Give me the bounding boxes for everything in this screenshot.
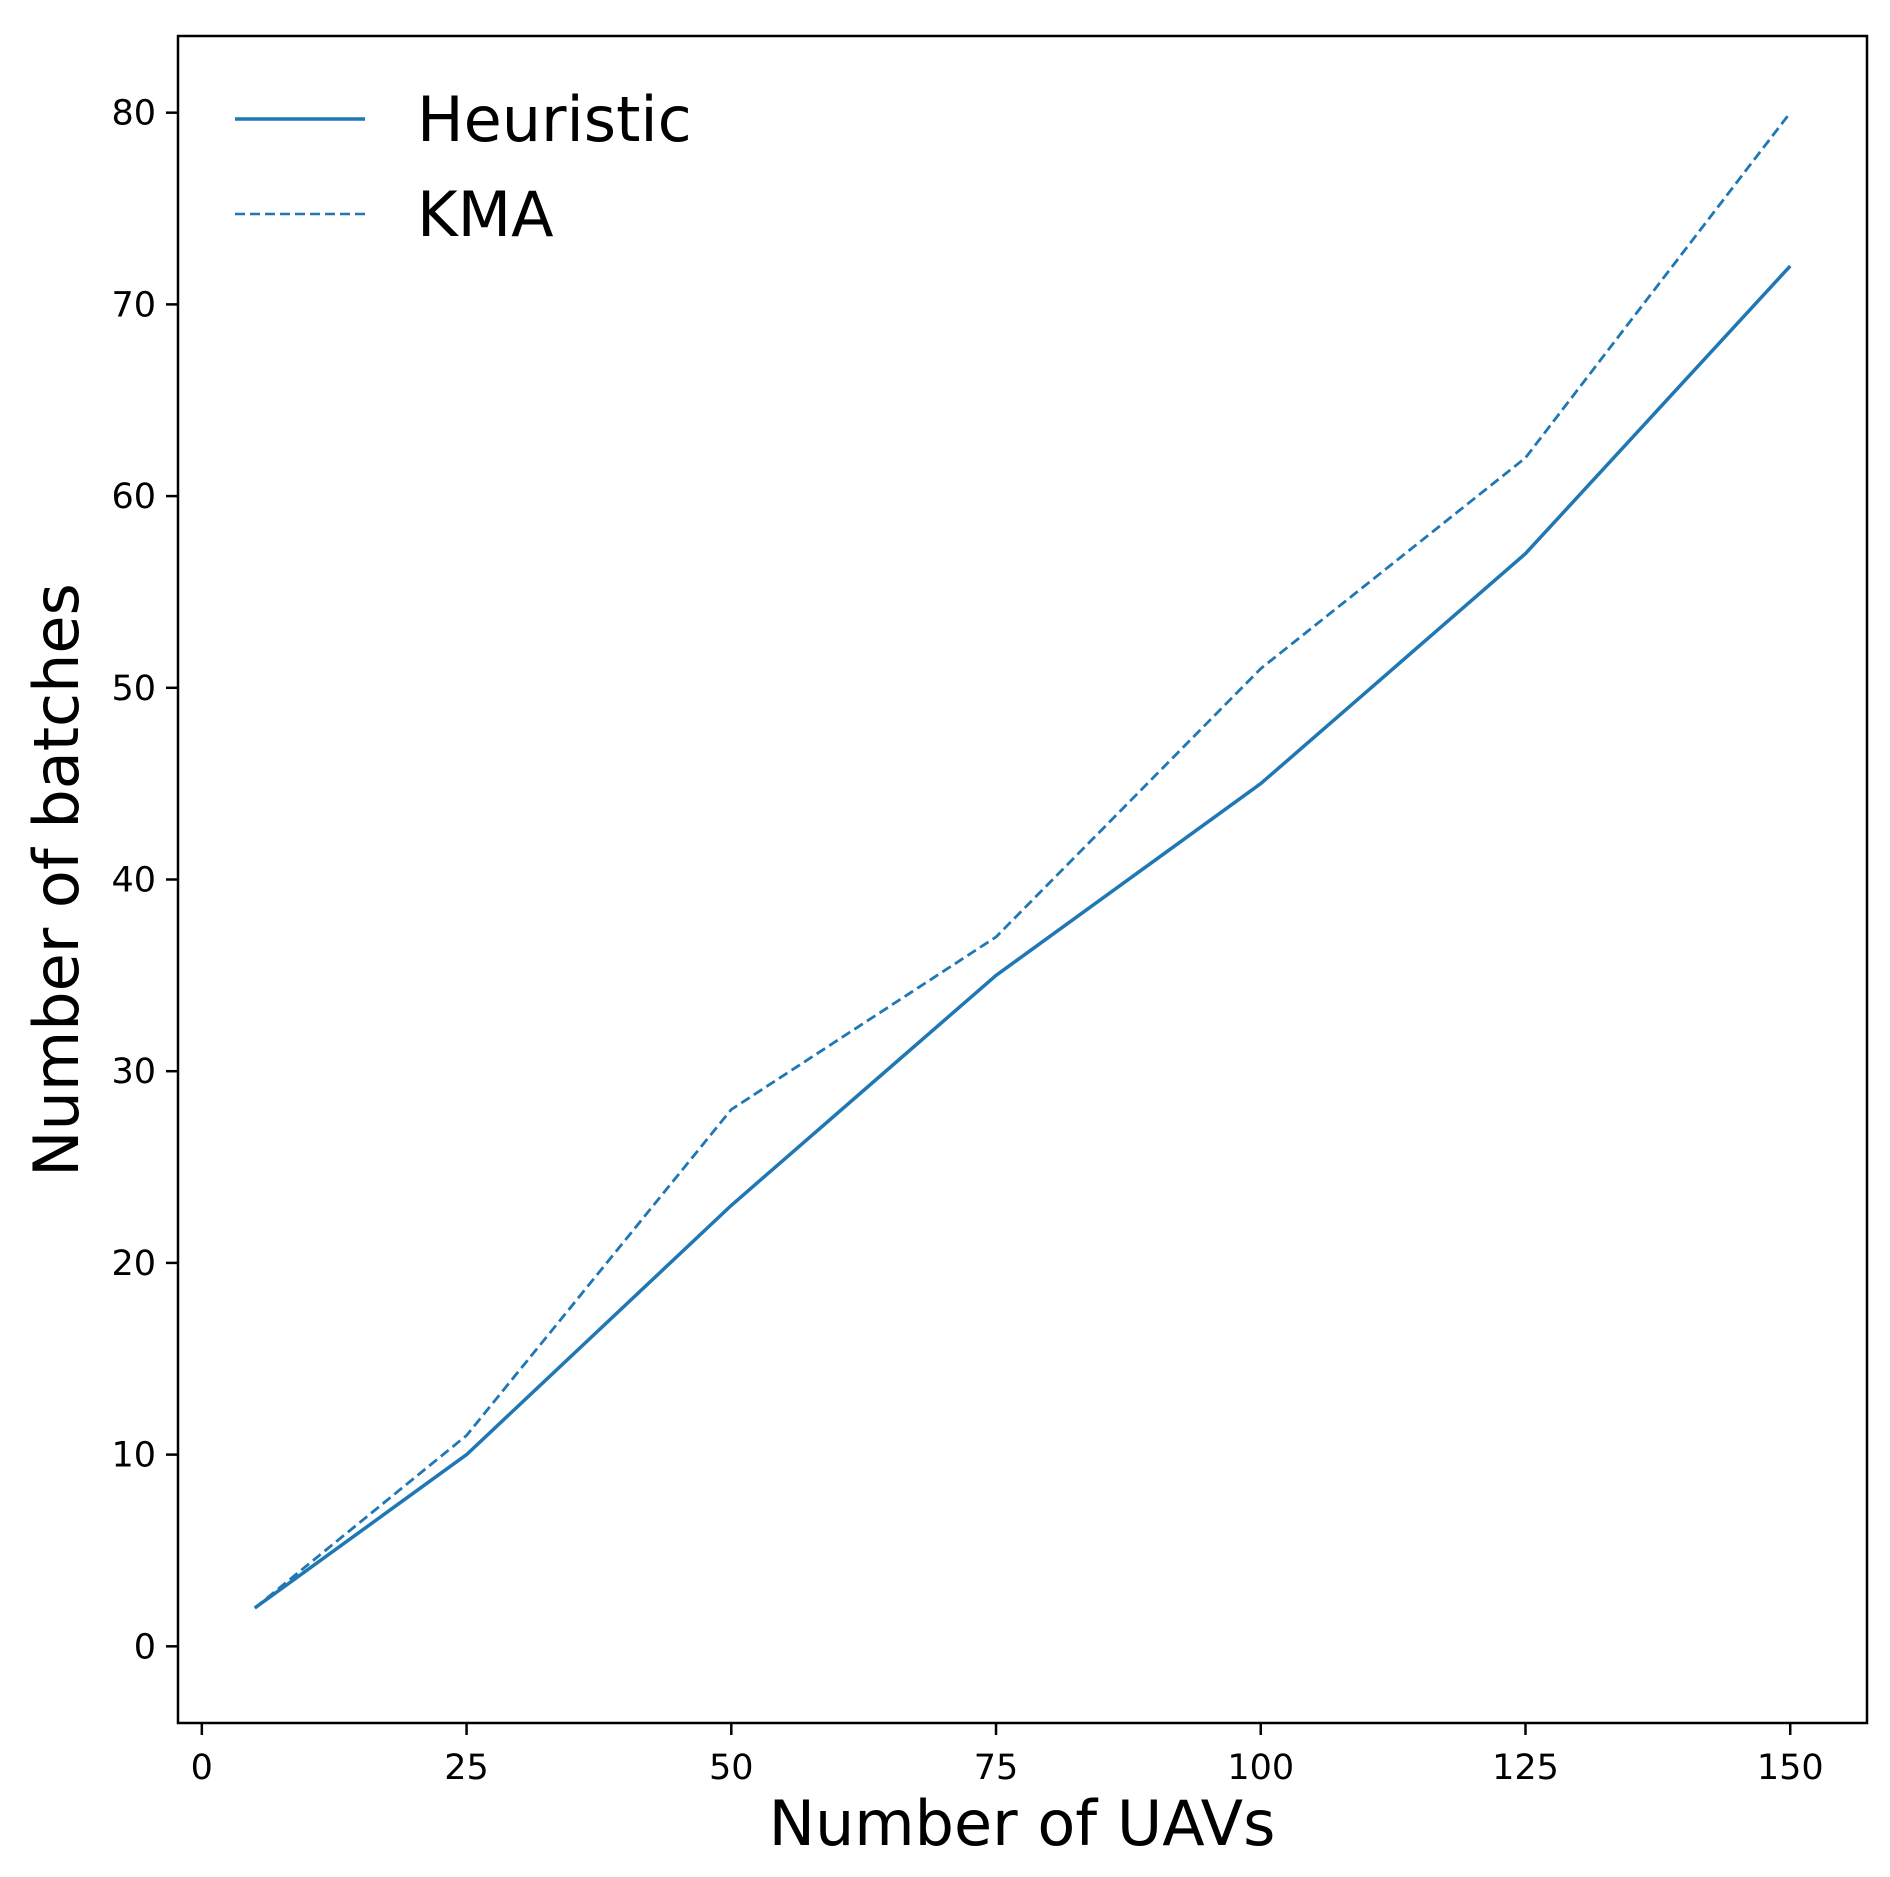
- y-tick-label: 70: [111, 285, 156, 325]
- y-tick-label: 60: [111, 477, 156, 517]
- legend-label-heuristic: Heuristic: [417, 83, 692, 156]
- y-tick-label: 0: [134, 1627, 156, 1667]
- x-axis-label: Number of UAVs: [769, 1787, 1276, 1860]
- y-tick-label: 10: [111, 1436, 156, 1476]
- x-tick-label: 0: [191, 1748, 213, 1788]
- x-tick-label: 150: [1757, 1748, 1824, 1788]
- y-tick-label: 40: [111, 861, 156, 901]
- series-line-kma: [253, 111, 1792, 1610]
- x-tick-label: 50: [709, 1748, 754, 1788]
- x-tick-label: 25: [444, 1748, 489, 1788]
- y-tick-label: 20: [111, 1244, 156, 1284]
- x-tick-label: 75: [974, 1748, 1019, 1788]
- plot-area-frame: [176, 34, 1869, 1725]
- x-tick-label: 125: [1492, 1748, 1559, 1788]
- series-line-heuristic: [253, 264, 1792, 1610]
- legend: Heuristic KMA: [235, 83, 692, 251]
- plot-lines: [253, 111, 1792, 1610]
- y-tick-label: 30: [111, 1052, 156, 1092]
- y-axis: 0 10 20 30 40 50 60 70 80: [111, 94, 178, 1667]
- y-axis-label: Number of batches: [20, 583, 93, 1177]
- x-axis: 0 25 50 75 100 125 150: [191, 1723, 1824, 1788]
- legend-label-kma: KMA: [417, 178, 554, 251]
- y-tick-label: 50: [111, 669, 156, 709]
- y-tick-label: 80: [111, 94, 156, 134]
- x-tick-label: 100: [1227, 1748, 1294, 1788]
